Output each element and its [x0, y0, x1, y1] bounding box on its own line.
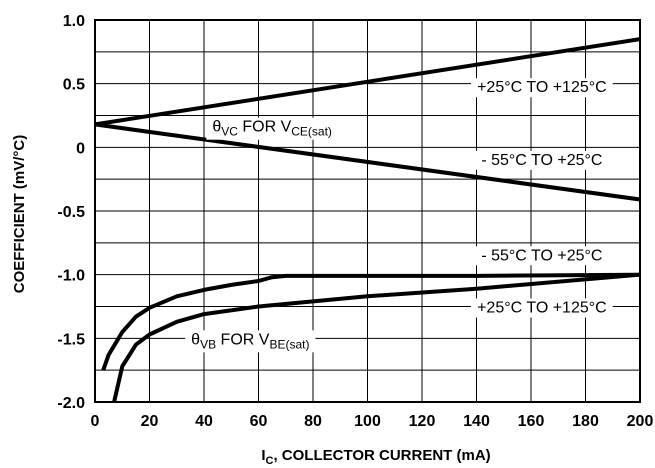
annotation-part-sub2: BE(sat): [269, 337, 309, 351]
x-tick-label: 80: [304, 413, 322, 430]
annotation-5: θVB FOR VBE(sat): [185, 330, 315, 352]
annotation-part-main: θ: [191, 331, 200, 348]
tick-labels: 0 20 40 60 80 100 120 140 160 180 200 1.0 0.5 0 -0.5 -1…: [57, 13, 653, 430]
annotation-part-sub: VB: [200, 337, 216, 351]
y-tick-label: -0.5: [57, 204, 85, 221]
annotation-part-sub: VC: [221, 125, 238, 139]
y-tick-label: 0.5: [63, 77, 85, 94]
y-tick-label: -1.5: [57, 331, 85, 348]
x-tick-label: 120: [409, 413, 436, 430]
x-tick-label: 160: [518, 413, 545, 430]
x-tick-label: 40: [195, 413, 213, 430]
annotation-label: +25°C TO +125°C: [477, 79, 607, 96]
x-tick-label: 180: [572, 413, 599, 430]
x-tick-label: 200: [627, 413, 654, 430]
x-axis-title-sub: C: [266, 455, 274, 467]
y-tick-label: 1.0: [63, 13, 85, 30]
annotation-part-sub2: CE(sat): [291, 125, 332, 139]
x-axis-title: IC, COLLECTOR CURRENT (mA): [261, 447, 490, 467]
x-tick-label: 0: [91, 413, 100, 430]
x-axis-title-rest: , COLLECTOR CURRENT (mA): [273, 447, 490, 464]
x-tick-label: 100: [354, 413, 381, 430]
grid: [95, 20, 640, 402]
y-axis-title: COEFFICIENT (mV/°C): [11, 135, 28, 294]
annotation-label: - 55°C TO +25°C: [481, 152, 602, 169]
annotation-2: - 55°C TO +25°C: [475, 151, 608, 170]
y-tick-label: -1.0: [57, 268, 85, 285]
y-tick-label: 0: [76, 140, 85, 157]
series-line-2: [103, 275, 640, 371]
annotation-part-mid: FOR V: [238, 119, 292, 136]
annotation-3: - 55°C TO +25°C: [475, 246, 608, 265]
x-tick-label: 60: [250, 413, 268, 430]
y-tick-label: -2.0: [57, 395, 85, 412]
annotation-0: +25°C TO +125°C: [471, 78, 613, 97]
annotation-part-mid: FOR V: [216, 331, 270, 348]
x-tick-label: 20: [141, 413, 159, 430]
annotation-4: +25°C TO +125°C: [471, 299, 613, 318]
annotation-label: +25°C TO +125°C: [477, 300, 607, 317]
annotation-part-main: θ: [212, 119, 221, 136]
annotation-label: - 55°C TO +25°C: [481, 247, 602, 264]
annotation-1: θVC FOR VCE(sat): [206, 118, 338, 140]
x-tick-label: 140: [463, 413, 490, 430]
